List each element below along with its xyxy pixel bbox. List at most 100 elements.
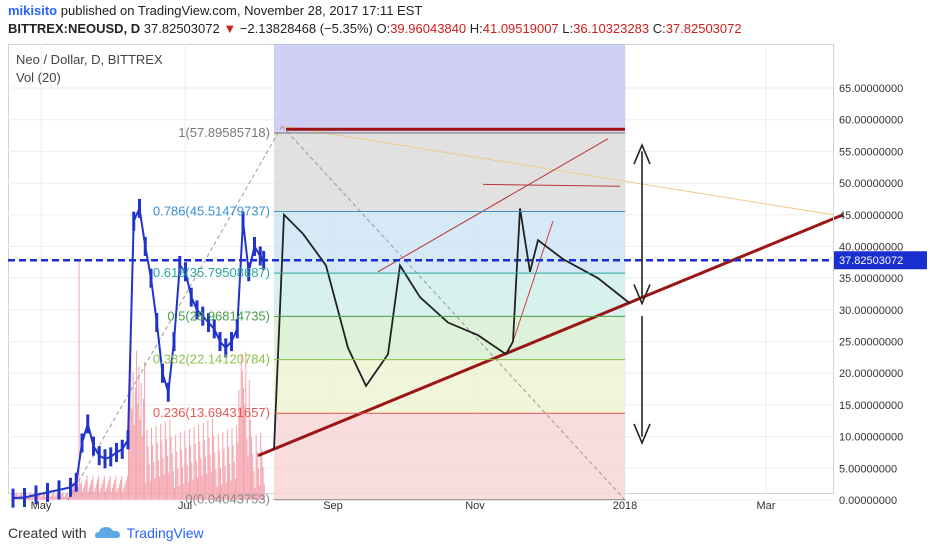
volume-bar [64,495,66,500]
published-text: published on TradingView.com, November 2… [60,3,423,18]
last-price-tag-label: 37.82503072 [839,255,903,267]
volume-bar [238,389,240,500]
price-candle [166,382,170,402]
y-tick-label: 20.00000000 [839,368,903,380]
volume-bar [56,493,58,500]
price-candle [230,332,233,352]
volume-bar [125,479,127,500]
volume-bar [25,492,27,500]
volume-bar [122,491,124,500]
volume-bar [184,430,186,500]
chart-area[interactable]: 37.82503072 1(57.89585718) 0.786(45.51479… [8,44,928,539]
volume-bar [149,480,151,500]
volume-bar [109,475,111,500]
volume-bar [110,491,112,500]
volume-bar [263,483,265,500]
volume-bar [106,487,108,500]
volume-bar [210,471,212,500]
fib-level-label: 1(57.89585718) [178,125,270,140]
volume-bar [54,496,56,500]
volume-bar [213,435,215,500]
volume-bar [192,479,194,500]
volume-bar [217,433,219,500]
created-with-text: Created with [8,525,87,541]
y-axis: 65.00000000 60.00000000 55.00000000 50.0000… [833,44,903,539]
price-candle [224,338,228,358]
volume-bar [185,447,187,500]
volume-bar [194,443,196,500]
volume-bar [44,492,46,500]
drawings: 37.82503072 [8,125,927,501]
volume-bar [179,432,181,500]
volume-bar [254,487,256,500]
volume-bar [188,428,190,500]
tradingview-brand-link[interactable]: TradingView [126,525,204,541]
volume-bar [156,442,158,500]
volume-bar [31,496,33,500]
price-candle [57,480,61,500]
volume-bar [37,495,39,500]
volume-bar [92,475,94,500]
volume-bar [108,479,110,500]
volume-bar [237,442,239,500]
fib-zone [274,273,625,317]
price-candle [155,313,159,333]
volume-bar [236,425,238,500]
y-tick-label: 10.00000000 [839,432,903,444]
volume-bar [65,493,67,500]
author-link[interactable]: mikisito [8,3,58,18]
volume-bar [226,429,228,500]
volume-bar [77,486,79,500]
volume-bar [86,475,88,500]
volume-bar [252,453,254,500]
y-tick-label: 50.00000000 [839,178,903,190]
y-tick-label: 30.00000000 [839,305,903,317]
x-tick-label: Jul [178,500,192,512]
volume-bar [82,491,83,500]
volume-bar [216,486,218,500]
volume-bar [38,493,40,500]
volume-bar [209,454,211,500]
volume-bar [124,483,126,500]
volume-bar [246,438,248,500]
price-candle [184,262,187,282]
volume-bar [249,419,251,500]
volume-bar [67,492,69,500]
volume-bar [15,493,17,500]
volume-bar [99,491,101,500]
volume-bar [91,479,93,500]
volume-bar [96,479,98,500]
price-candle [161,363,164,383]
x-tick-label: Mar [757,500,776,512]
y-tick-label: 5.00000000 [839,463,897,475]
volume-bar [201,475,203,500]
price-series [11,198,266,508]
volume-bar [48,492,50,500]
price-candle [120,439,124,459]
volume-bar [170,436,172,500]
chart-header: mikisito published on TradingView.com, N… [8,2,928,38]
volume-bar [261,449,263,500]
price-candle [92,436,95,456]
volume-bar [248,379,250,500]
volume-bar [84,483,86,500]
price-chart[interactable]: 37.82503072 1(57.89585718) 0.786(45.51479… [8,44,928,539]
volume-bar [79,483,81,500]
price-candle [69,477,72,497]
volume-bar [123,487,125,500]
volume-bar [199,441,201,500]
price-candle [132,211,136,231]
volume-bar [63,496,65,500]
high-value: 41.09519007 [482,21,559,36]
volume-bar [130,355,132,500]
volume-bar [61,493,63,500]
up-arrow-icon [633,142,651,306]
volume-bar [214,452,216,500]
x-tick-label: 2018 [613,500,637,512]
low-label: L: [562,21,574,36]
support-trend-line [257,213,844,458]
price-candle [212,319,216,339]
volume-bar [148,463,150,500]
volume-bar [220,467,221,500]
volume-bar [171,453,173,500]
